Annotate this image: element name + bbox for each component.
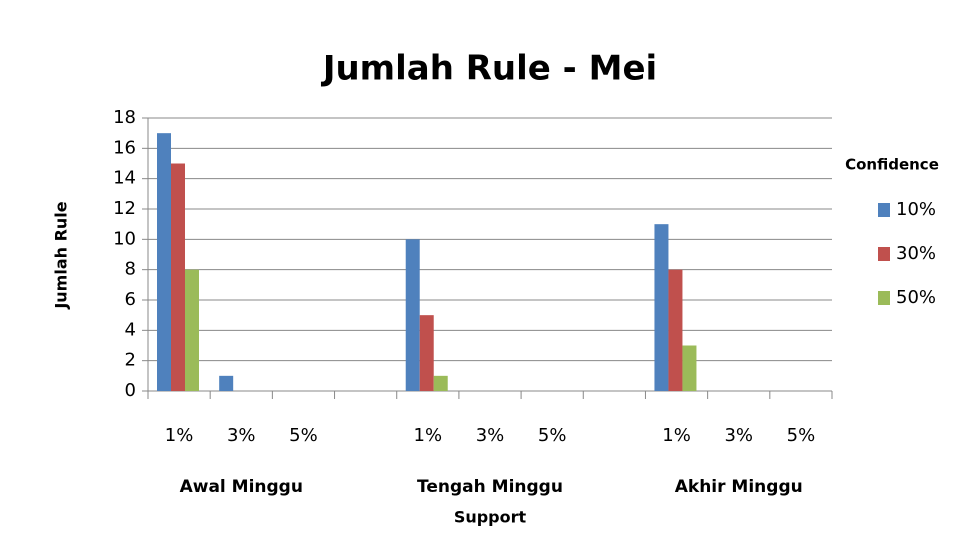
legend-swatch xyxy=(878,247,890,261)
chart-title: Jumlah Rule - Mei xyxy=(321,49,657,89)
y-tick-label: 18 xyxy=(113,107,136,128)
bar xyxy=(157,133,171,391)
y-tick-label: 8 xyxy=(125,259,136,280)
bar xyxy=(654,224,668,391)
x-tick-label: 1% xyxy=(662,425,691,446)
bar xyxy=(185,270,199,391)
x-tick-label: 1% xyxy=(414,425,443,446)
x-tick-label: 5% xyxy=(538,425,567,446)
x-tick-label: 5% xyxy=(787,425,816,446)
legend-title: Confidence xyxy=(845,156,939,174)
group-label: Akhir Minggu xyxy=(675,477,803,497)
y-tick-label: 0 xyxy=(125,380,136,401)
x-tick-label: 3% xyxy=(476,425,505,446)
y-tick-label: 12 xyxy=(113,198,136,219)
legend-label: 10% xyxy=(896,199,936,220)
y-axis-title: Jumlah Rule xyxy=(52,201,71,309)
y-tick-label: 16 xyxy=(113,137,136,158)
bar xyxy=(420,315,434,391)
x-tick-label: 1% xyxy=(165,425,194,446)
legend-label: 30% xyxy=(896,243,936,264)
y-tick-label: 10 xyxy=(113,228,136,249)
chart: Jumlah Rule - Mei Jumlah Rule Support Co… xyxy=(0,0,961,551)
bar xyxy=(219,376,233,391)
group-label: Awal Minggu xyxy=(180,477,303,497)
x-tick-label: 3% xyxy=(227,425,256,446)
y-tick-label: 6 xyxy=(125,289,136,310)
legend-swatch xyxy=(878,291,890,305)
bar xyxy=(171,164,185,392)
bar xyxy=(434,376,448,391)
x-axis-title: Support xyxy=(454,508,527,527)
bar xyxy=(682,346,696,392)
x-tick-label: 5% xyxy=(289,425,318,446)
legend-swatch xyxy=(878,203,890,217)
y-tick-label: 4 xyxy=(125,319,136,340)
legend-label: 50% xyxy=(896,287,936,308)
y-tick-label: 2 xyxy=(125,350,136,371)
group-label: Tengah Minggu xyxy=(417,477,563,497)
bar xyxy=(406,239,420,391)
bar xyxy=(668,270,682,391)
y-tick-label: 14 xyxy=(113,168,136,189)
x-tick-label: 3% xyxy=(724,425,753,446)
